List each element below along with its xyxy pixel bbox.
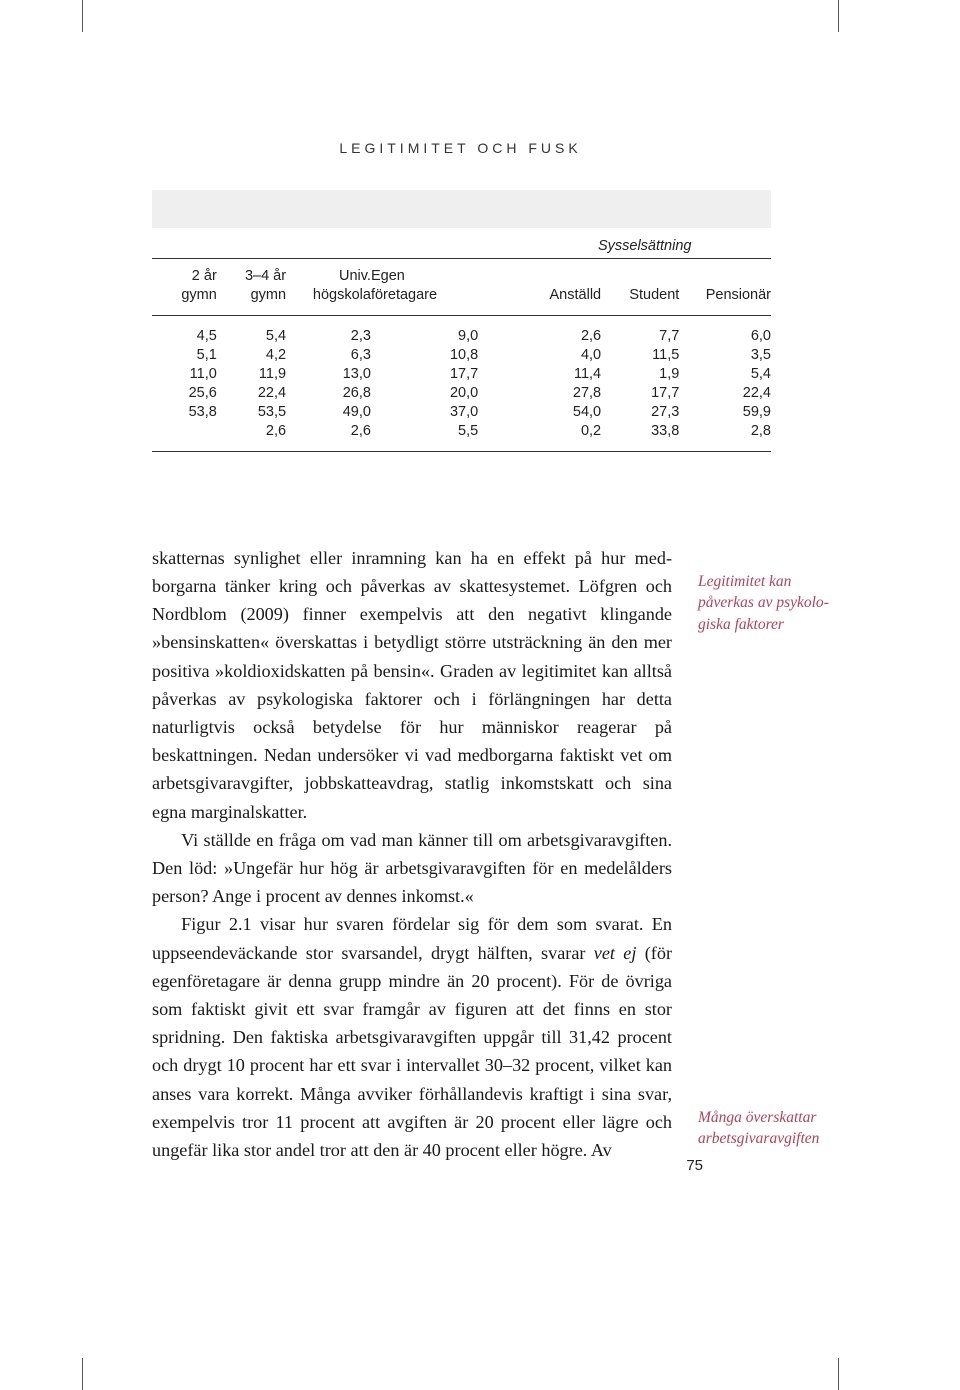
page-content: LEGITIMITET OCH FUSK Sysselsättning 2 år… [82, 80, 839, 1330]
table-row: 53,853,549,037,054,027,359,9 [152, 402, 771, 421]
table-container: Sysselsättning 2 årgymn 3–4 årgymn Univ.… [152, 190, 771, 452]
table-row: 4,55,42,39,02,67,76,0 [152, 315, 771, 345]
body-area: Legitimitet kan påverkas av psykolo­gisk… [152, 544, 771, 1164]
page-number: 75 [686, 1157, 703, 1174]
running-header: LEGITIMITET OCH FUSK [82, 140, 839, 156]
paragraph-2: Vi ställde en fråga om vad man känner ti… [152, 826, 672, 911]
table-row: 11,011,913,017,711,41,95,4 [152, 364, 771, 383]
col-head-6: Pensionär [679, 259, 771, 316]
table-row: 5,14,26,310,84,011,53,5 [152, 345, 771, 364]
group-header-row: Sysselsättning [152, 228, 771, 259]
table-grey-band [152, 190, 771, 228]
col-head-1: 3–4 årgymn [217, 259, 286, 316]
table-row: 2,62,65,50,233,82,8 [152, 421, 771, 451]
paragraph-3: Figur 2.1 visar hur svaren fördelar sig … [152, 910, 672, 1164]
margin-note-2: Många över­skattar arbets­givaravgiften [698, 1107, 838, 1150]
table-row: 25,622,426,820,027,817,722,4 [152, 383, 771, 402]
col-head-0: 2 årgymn [152, 259, 217, 316]
col-spacer [478, 259, 518, 316]
col-head-5: Student [601, 259, 679, 316]
col-head-2: Univ.högskola [286, 259, 371, 316]
group-header: Sysselsättning [518, 228, 771, 259]
col-head-3: Egenföretagare [371, 259, 478, 316]
margin-note-1: Legitimitet kan påverkas av psykolo­gisk… [698, 571, 838, 636]
paragraph-1: skatternas synlighet eller inramning kan… [152, 544, 672, 826]
data-table: Sysselsättning 2 årgymn 3–4 årgymn Univ.… [152, 228, 771, 452]
column-header-row: 2 årgymn 3–4 årgymn Univ.högskola Egenfö… [152, 259, 771, 316]
col-head-4: Anställd [518, 259, 601, 316]
body-text: skatternas synlighet eller inramning kan… [152, 544, 672, 1164]
